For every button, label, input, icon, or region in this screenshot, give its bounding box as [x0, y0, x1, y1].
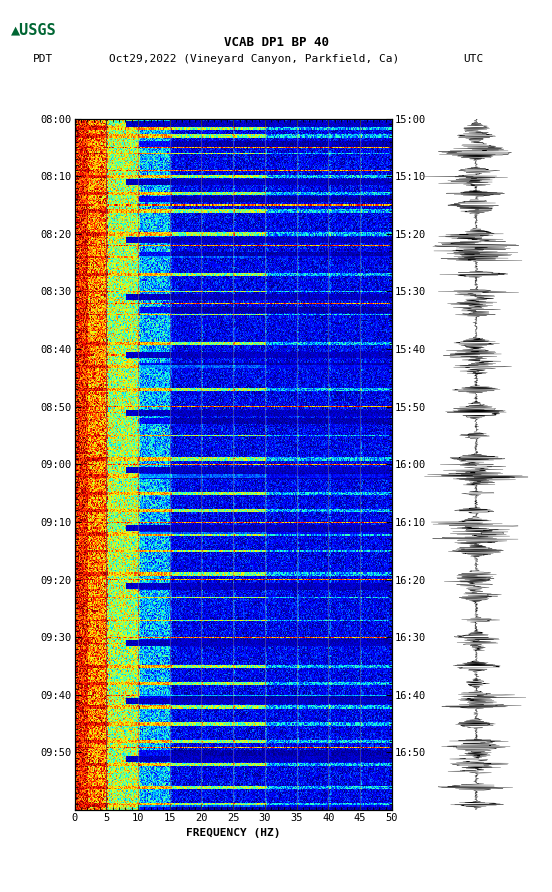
- Text: UTC: UTC: [464, 54, 484, 63]
- Text: VCAB DP1 BP 40: VCAB DP1 BP 40: [224, 36, 328, 49]
- Text: ▲USGS: ▲USGS: [11, 22, 57, 37]
- Text: PDT: PDT: [33, 54, 54, 63]
- Text: Oct29,2022 (Vineyard Canyon, Parkfield, Ca): Oct29,2022 (Vineyard Canyon, Parkfield, …: [109, 54, 399, 63]
- X-axis label: FREQUENCY (HZ): FREQUENCY (HZ): [186, 829, 280, 838]
